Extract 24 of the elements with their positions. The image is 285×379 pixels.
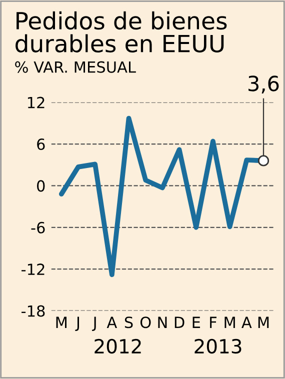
x-tick-label: M: [56, 316, 67, 328]
x-tick-label: J: [75, 316, 79, 331]
y-tick-label: 12: [28, 96, 44, 108]
x-tick-label: E: [192, 316, 200, 328]
x-tick-label: S: [124, 316, 133, 328]
y-tick-label: -6: [31, 222, 45, 234]
x-tick-label: M: [224, 316, 235, 328]
x-tick-label: A: [242, 316, 252, 328]
x-tick-label: N: [158, 316, 167, 328]
y-tick-label: -12: [22, 264, 44, 275]
x-tick-label: J: [92, 316, 96, 331]
x-tick-label: M: [258, 316, 269, 328]
x-tick-label: A: [106, 316, 118, 328]
y-tick-label: -18: [22, 305, 45, 317]
x-tick-label: F: [210, 316, 216, 328]
y-tick-label: 0: [37, 180, 45, 192]
text: 2012: [94, 338, 141, 354]
y-axis-title: % VAR. MESUAL: [15, 61, 136, 73]
data-label: 3,6: [248, 76, 279, 94]
x-tick-label: D: [174, 316, 184, 328]
chart-title: Pedidos de bienes durables en EEUU: [16, 11, 227, 52]
y-tick-label: 6: [37, 138, 45, 150]
text: 2013: [194, 338, 242, 354]
x-tick-label: O: [140, 316, 151, 328]
